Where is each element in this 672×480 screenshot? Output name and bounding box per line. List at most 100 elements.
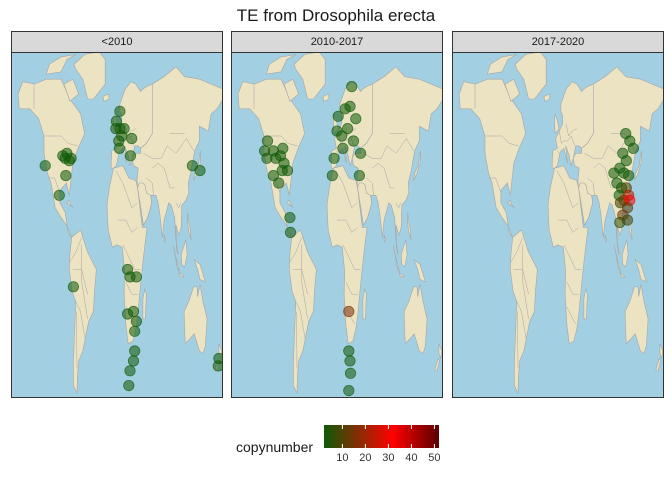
country-border [485,135,519,147]
sample-point [261,135,274,147]
landmass-arabia-fill [357,182,373,226]
sample-point [130,271,143,283]
country-border [289,237,302,263]
world-map [11,52,223,398]
country-border [522,244,529,319]
country-border [337,219,358,233]
sample-point [65,152,77,164]
sample-point [277,142,289,155]
sample-point [343,305,355,318]
landmass-new-zealand-north [438,343,443,359]
country-border [296,311,298,369]
landmass-new-zealand-south [655,357,661,372]
sample-point [343,384,355,397]
landmass-madagascar [142,288,147,320]
country-border [345,281,358,295]
country-border [335,150,339,154]
sample-point [355,147,367,159]
country-border [489,177,502,193]
landmass-java [178,271,185,278]
landmass-africa [547,165,589,345]
country-border [372,162,395,189]
sample-point [123,379,135,392]
sample-point [350,113,362,125]
country-border [175,202,181,209]
landmass-south-america [509,229,538,394]
facet-panel-2017-2020: 2017-2020 [452,31,664,398]
sample-point [353,170,365,182]
country-border [563,244,582,270]
country-border [566,281,579,295]
sample-point [344,355,356,367]
legend-tick-label: 20 [359,452,371,464]
country-border [143,138,194,159]
country-border [152,162,175,189]
country-border [76,311,78,369]
sample-point [621,214,634,226]
country-border [510,237,523,263]
landmass-java [398,271,405,278]
sample-point [620,155,632,167]
country-border [264,135,298,147]
country-border [587,177,595,196]
sample-point [118,123,130,135]
sample-point [67,281,80,293]
sample-point [342,123,354,135]
sample-point [127,355,140,367]
landmass-new-guinea [413,258,426,283]
sample-point [343,345,355,357]
country-border [516,301,527,339]
sample-point [130,315,143,327]
country-border [295,301,306,339]
landmass-indonesia [392,244,400,273]
country-border [115,170,138,209]
sample-point [346,80,358,93]
landmass-borneo [400,239,408,268]
facet-panel-2010-2017: 2010-2017 [231,31,443,398]
panel-frame [231,52,443,398]
landmass-new-guinea [634,258,647,283]
landmass-cuba [286,199,294,208]
country-border [342,244,361,270]
country-border [122,244,141,270]
country-border [48,177,61,193]
country-border [117,219,138,233]
landmass-arctic-island [45,54,76,75]
country-border [395,202,401,209]
legend-gradient [324,425,439,448]
sample-point [623,170,635,182]
sample-point [344,367,357,379]
plot-title: TE from Drosophila erecta [236,6,436,25]
country-border [556,150,560,154]
sample-point [129,325,141,337]
sample-point [122,308,134,320]
legend-tick-label: 50 [428,452,440,464]
facet-panel-before-2010: <2010 [11,31,223,398]
landmass-new-guinea [193,258,206,283]
landmass-uk [554,113,560,135]
panel-frame [452,52,664,398]
legend-colorbar: 10 20 30 40 50 [324,425,441,464]
landmass-sri-lanka [383,234,386,243]
sample-point [344,100,356,113]
landmass-baffin [504,78,521,102]
country-border [593,162,616,189]
sample-point [284,212,296,224]
color-legend: copynumber 10 20 30 40 50 [236,422,456,470]
landmass-madagascar [362,288,367,320]
landmass-sri-lanka [604,234,607,243]
country-border [565,123,577,137]
country-border [75,301,86,339]
sample-point [284,226,297,238]
landmass-java [619,271,626,278]
legend-tick-label: 40 [405,452,417,464]
sample-point [281,165,294,177]
country-border [363,138,414,159]
country-border [558,131,575,146]
sample-point [126,132,138,145]
country-border [44,135,78,147]
legend-tick-label: 10 [336,452,348,464]
landmass-greenland [293,52,326,100]
sample-point [110,115,123,127]
legend-tick-label: 30 [382,452,394,464]
